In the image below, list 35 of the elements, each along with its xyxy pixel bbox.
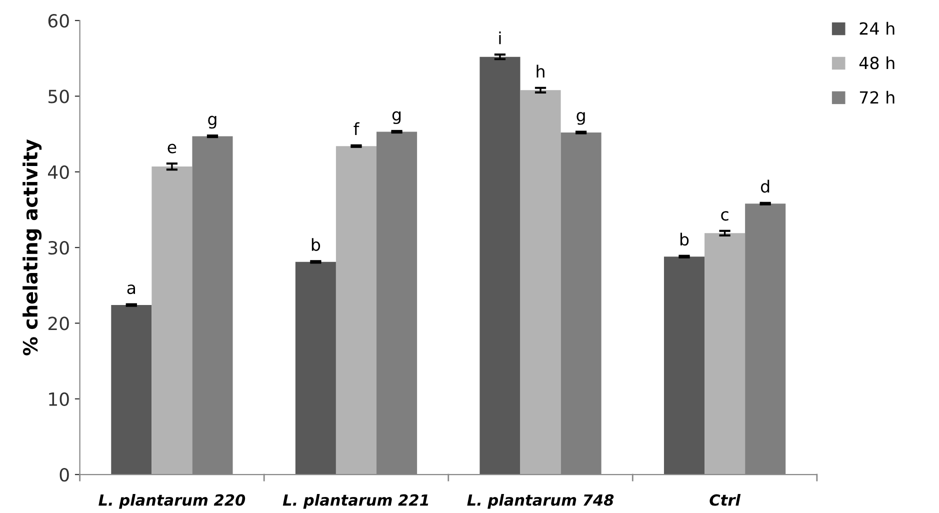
- bar: [295, 262, 336, 475]
- bar: [520, 90, 561, 475]
- data-label: h: [536, 64, 544, 78]
- y-axis-title: % chelating activity: [22, 139, 42, 356]
- data-label: e: [168, 144, 176, 154]
- y-tick-label: 40: [48, 165, 69, 179]
- y-tick-label: 20: [48, 316, 69, 330]
- legend-label: 24 h: [860, 22, 894, 35]
- bar: [664, 256, 705, 475]
- data-label: g: [576, 112, 585, 125]
- data-label: g: [392, 111, 401, 124]
- data-label: i: [499, 31, 501, 44]
- bar: [336, 146, 377, 475]
- data-label: d: [760, 180, 770, 193]
- x-tick-label: L. plantarum 748: [467, 494, 614, 509]
- y-tick-label: 0: [60, 468, 69, 482]
- data-label: b: [680, 232, 689, 246]
- x-tick-label: L. plantarum 221: [282, 494, 428, 509]
- bar: [704, 233, 746, 475]
- bar: [152, 166, 192, 475]
- legend-label: 48 h: [859, 56, 894, 70]
- data-label: f: [354, 122, 360, 135]
- data-label: g: [208, 116, 216, 129]
- y-tick-label: 30: [48, 240, 69, 255]
- bar: [480, 56, 520, 475]
- x-tick-label: L. plantarum 220: [98, 494, 246, 509]
- data-label: a: [127, 284, 136, 294]
- data-label: b: [312, 238, 320, 251]
- legend-label: 72 h: [860, 90, 894, 104]
- y-tick-label: 50: [48, 90, 69, 104]
- y-tick-label: 10: [49, 392, 69, 406]
- x-tick-label: Ctrl: [710, 494, 741, 506]
- bar: [111, 305, 152, 475]
- data-label: c: [721, 211, 728, 221]
- y-tick-label: 60: [48, 14, 69, 28]
